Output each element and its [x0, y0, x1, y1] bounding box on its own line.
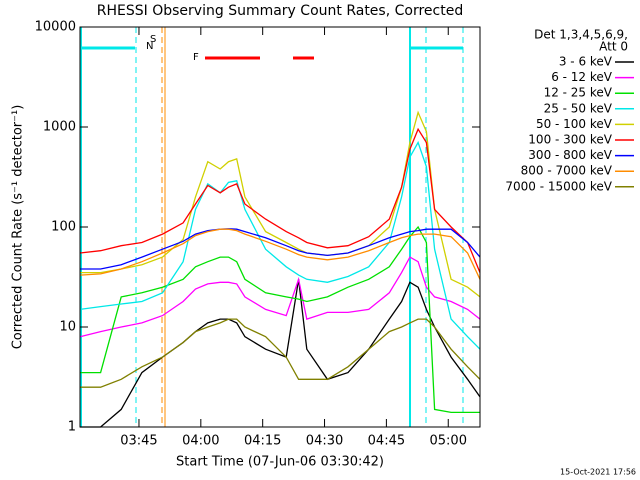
- x-tick-label: 04:30: [306, 434, 343, 449]
- series-line: [79, 228, 481, 280]
- series-line: [79, 140, 481, 350]
- series-line: [79, 127, 481, 273]
- annotation: F: [193, 52, 199, 63]
- legend-label: 300 - 800 keV: [528, 148, 612, 162]
- series-line: [80, 228, 481, 270]
- chart-title: RHESSI Observing Summary Count Rates, Co…: [97, 3, 463, 19]
- y-axis-label: Corrected Count Rate (s⁻¹ detector⁻¹): [11, 105, 26, 350]
- legend-label: 3 - 6 keV: [559, 55, 613, 69]
- legend-header: Det 1,3,4,5,6,9,: [534, 28, 628, 42]
- annotation: N: [146, 41, 153, 52]
- x-tick-label: 03:45: [120, 434, 157, 449]
- legend-label: 800 - 7000 keV: [521, 164, 613, 178]
- series-line: [80, 318, 481, 388]
- annotation: S: [150, 34, 156, 45]
- legend-label: 12 - 25 keV: [544, 86, 613, 100]
- y-tick-label: 100: [51, 220, 76, 235]
- legend-header: Att 0: [599, 40, 628, 54]
- y-tick-label: 10: [59, 320, 76, 335]
- x-tick-label: 05:00: [430, 434, 467, 449]
- x-tick-label: 04:00: [182, 434, 219, 449]
- legend-label: 25 - 50 keV: [544, 101, 613, 115]
- legend-label: 6 - 12 keV: [551, 70, 613, 84]
- y-tick-label: 10000: [35, 20, 76, 35]
- y-tick-label: 1000: [43, 120, 76, 135]
- legend-label: 7000 - 15000 keV: [505, 179, 612, 193]
- x-tick-label: 04:45: [368, 434, 405, 449]
- x-axis-label: Start Time (07-Jun-06 03:30:42): [176, 455, 384, 470]
- y-tick-label: 1: [68, 420, 76, 435]
- legend-label: 50 - 100 keV: [536, 117, 613, 131]
- legend-label: 100 - 300 keV: [528, 133, 612, 147]
- x-tick-label: 04:15: [244, 434, 281, 449]
- footer: 15-Oct-2021 17:56: [560, 468, 636, 477]
- plot-area: [79, 110, 481, 428]
